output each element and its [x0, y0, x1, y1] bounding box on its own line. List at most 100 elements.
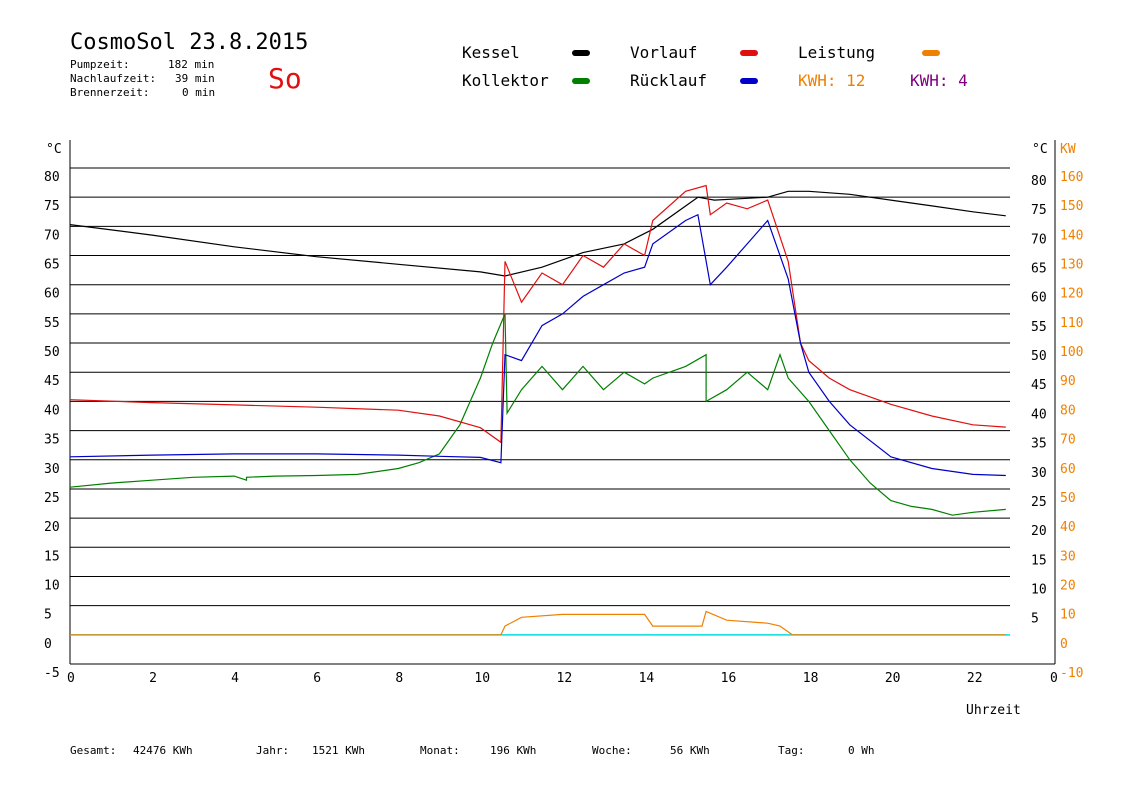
y-left-tick-label: 40: [44, 403, 60, 418]
y-right-unit: °C: [1032, 142, 1048, 157]
y-left-tick-label: 5: [44, 608, 52, 623]
series-line-rcklauf: [69, 213, 1006, 477]
y-right-tick-label: 60: [1031, 291, 1047, 306]
y-left-tick-label: 30: [44, 462, 60, 477]
x-tick-label: 0: [67, 671, 75, 686]
y-right-tick-label: 75: [1031, 203, 1047, 218]
y-left-tick-label: 20: [44, 520, 60, 535]
weekday-label: So: [268, 62, 302, 95]
y-kw-tick-label: 140: [1060, 228, 1083, 243]
x-tick-label: 22: [967, 671, 983, 686]
nachlaufzeit-value: 39 min: [175, 72, 215, 85]
y-right-tick-label: 55: [1031, 320, 1047, 335]
nachlaufzeit-label: Nachlaufzeit:: [70, 72, 157, 85]
y-left-tick-label: 45: [44, 374, 60, 389]
y-left-tick-label: 25: [44, 491, 60, 506]
legend-kwh-solar: KWH: 12: [798, 71, 866, 90]
y-kw-tick-label: 30: [1060, 549, 1076, 564]
y-kw-tick-label: 120: [1060, 287, 1083, 302]
y-kw-tick-label: 110: [1060, 316, 1083, 331]
pumpzeit-label: Pumpzeit:: [70, 58, 130, 71]
y-left-tick-label: 10: [44, 578, 60, 593]
legend-kessel-label: Kessel: [462, 43, 520, 62]
y-left-unit: °C: [46, 142, 62, 157]
y-kw-tick-label: -10: [1060, 666, 1083, 681]
x-tick-label: 16: [721, 671, 737, 686]
legend-kessel-swatch: [572, 50, 590, 56]
y-kw-tick-label: 150: [1060, 199, 1083, 214]
y-right-tick-label: 40: [1031, 407, 1047, 422]
x-tick-label: 8: [395, 671, 403, 686]
y-kw-tick-label: 0: [1060, 637, 1068, 652]
footer-jahr-value: 1521 KWh: [312, 744, 365, 757]
y-right-tick-label: 35: [1031, 437, 1047, 452]
footer-gesamt-value: 42476 KWh: [133, 744, 193, 757]
legend-leistung-swatch: [922, 50, 940, 56]
x-tick-label: 14: [639, 671, 655, 686]
y-kw-unit: KW: [1060, 142, 1076, 157]
y-kw-tick-label: 70: [1060, 433, 1076, 448]
y-right-tick-label: 80: [1031, 174, 1047, 189]
y-right-tick-label: 50: [1031, 349, 1047, 364]
y-kw-tick-label: 20: [1060, 578, 1076, 593]
legend-kollektor-swatch: [572, 78, 590, 84]
x-tick-label: 6: [313, 671, 321, 686]
legend-vorlauf-swatch: [740, 50, 758, 56]
footer-woche-label: Woche:: [592, 744, 632, 757]
y-left-tick-label: 75: [44, 199, 60, 214]
series-line-vorlauf: [69, 184, 1006, 444]
x-axis-label: Uhrzeit: [966, 703, 1021, 718]
y-right-tick-label: 45: [1031, 378, 1047, 393]
y-kw-tick-label: 50: [1060, 491, 1076, 506]
y-left-tick-label: -5: [44, 666, 60, 681]
y-left-tick-label: 80: [44, 170, 60, 185]
chart-title: CosmoSol 23.8.2015: [70, 30, 309, 55]
y-kw-tick-label: 40: [1060, 520, 1076, 535]
legend-vorlauf-label: Vorlauf: [630, 43, 698, 62]
footer-woche-value: 56 KWh: [670, 744, 710, 757]
brennerzeit-value: 0 min: [182, 86, 216, 99]
legend-ruecklauf-label: Rücklauf: [630, 71, 708, 90]
x-tick-label: 20: [885, 671, 901, 686]
legend-kollektor-label: Kollektor: [462, 71, 549, 90]
x-tick-label: 0: [1050, 671, 1058, 686]
y-left-tick-label: 70: [44, 228, 60, 243]
y-right-tick-label: 15: [1031, 553, 1047, 568]
brennerzeit-label: Brennerzeit:: [70, 86, 150, 99]
y-kw-tick-label: 60: [1060, 462, 1076, 477]
y-left-tick-label: 50: [44, 345, 60, 360]
y-kw-tick-label: 10: [1060, 608, 1076, 623]
series-line-kollektor: [69, 313, 1006, 516]
y-kw-tick-label: 130: [1060, 258, 1083, 273]
series-line-kessel: [69, 190, 1006, 277]
y-left-tick-label: 65: [44, 258, 60, 273]
footer-tag-label: Tag:: [778, 744, 805, 757]
y-right-tick-label: 25: [1031, 495, 1047, 510]
y-left-tick-label: 15: [44, 549, 60, 564]
y-right-tick-label: 65: [1031, 262, 1047, 277]
pumpzeit-value: 182 min: [168, 58, 215, 71]
y-kw-tick-label: 80: [1060, 403, 1076, 418]
legend-leistung-label: Leistung: [798, 43, 876, 62]
x-tick-label: 2: [149, 671, 157, 686]
series-line-leistung: [70, 610, 1006, 636]
legend-ruecklauf-swatch: [740, 78, 758, 84]
y-left-tick-label: 60: [44, 287, 60, 302]
y-right-tick-label: 10: [1031, 582, 1047, 597]
y-left-tick-label: 35: [44, 433, 60, 448]
footer-monat-label: Monat:: [420, 744, 460, 757]
y-kw-tick-label: 90: [1060, 374, 1076, 389]
y-right-tick-label: 30: [1031, 466, 1047, 481]
footer-gesamt-label: Gesamt:: [70, 744, 117, 757]
y-kw-tick-label: 100: [1060, 345, 1083, 360]
x-tick-label: 4: [231, 671, 239, 686]
x-tick-label: 18: [803, 671, 819, 686]
y-right-tick-label: 5: [1031, 612, 1039, 627]
x-tick-label: 10: [474, 671, 490, 686]
footer-jahr-label: Jahr:: [256, 744, 290, 757]
y-right-tick-label: 20: [1031, 524, 1047, 539]
y-kw-tick-label: 160: [1060, 170, 1083, 185]
legend-kwh-second: KWH: 4: [910, 71, 968, 90]
y-right-tick-label: 70: [1031, 232, 1047, 247]
